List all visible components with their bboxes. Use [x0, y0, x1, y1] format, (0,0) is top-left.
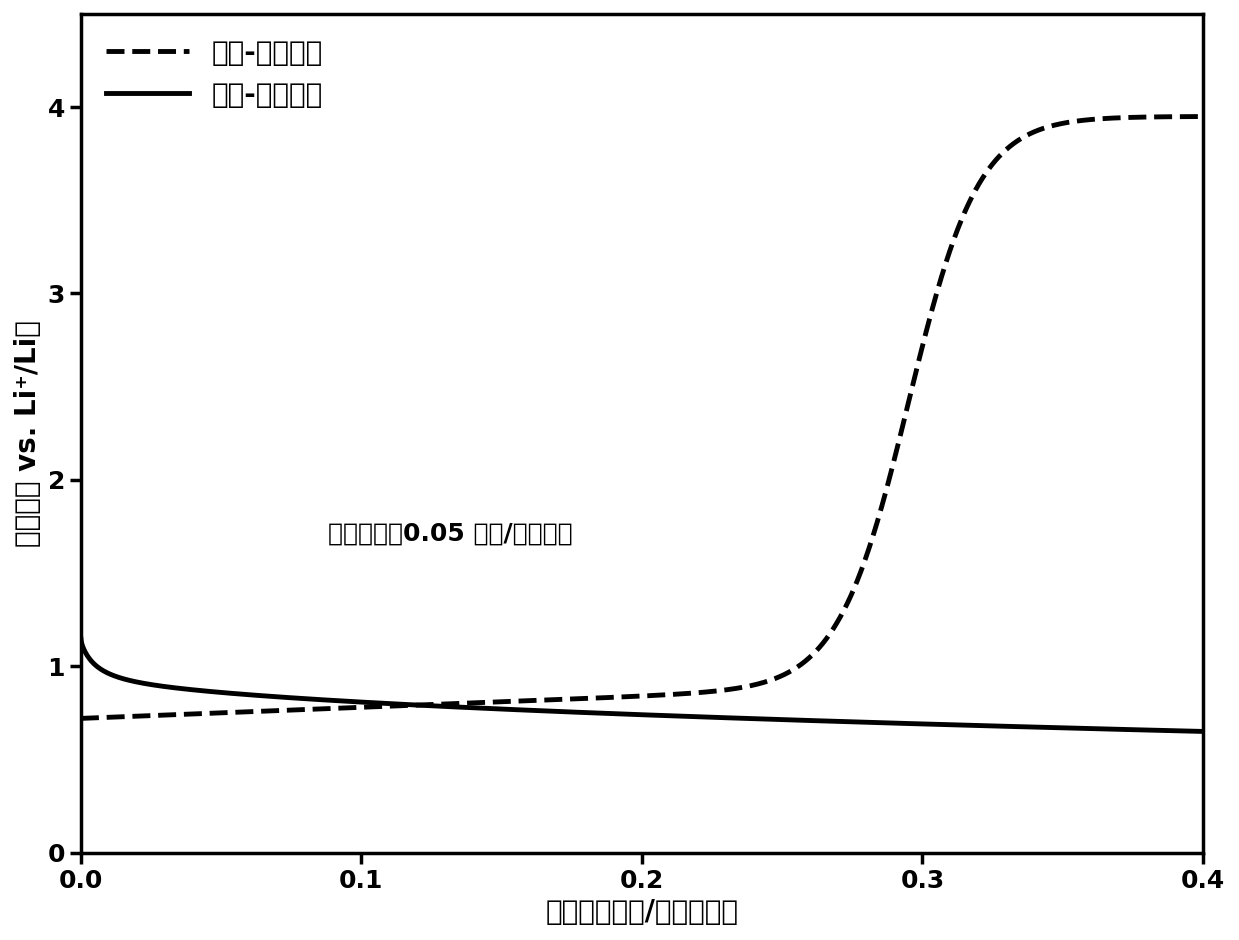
充电-氮气释放	[1162, 111, 1177, 122]
充电-氮气释放	[590, 693, 605, 704]
Line: 充电-氮气释放: 充电-氮气释放	[81, 117, 1203, 718]
放电-氮气固定	[1163, 725, 1178, 736]
放电-氮气固定	[73, 633, 88, 644]
Text: 电流密度：0.05 毫安/平方厘米: 电流密度：0.05 毫安/平方厘米	[328, 522, 572, 546]
Line: 放电-氮气固定: 放电-氮气固定	[81, 638, 1203, 731]
充电-氮气释放	[131, 711, 146, 722]
充电-氮气释放	[1163, 111, 1178, 122]
放电-氮气固定	[590, 708, 605, 719]
充电-氮气释放	[620, 691, 634, 702]
放电-氮气固定	[131, 677, 146, 688]
Legend: 充电-氮气释放, 放电-氮气固定: 充电-氮气释放, 放电-氮气固定	[95, 28, 333, 120]
X-axis label: 容量（毫安时/平方厘米）: 容量（毫安时/平方厘米）	[545, 898, 738, 926]
充电-氮气释放	[1196, 111, 1211, 122]
充电-氮气释放	[957, 207, 971, 218]
Y-axis label: 电位（伏 vs. Li⁺/Li）: 电位（伏 vs. Li⁺/Li）	[14, 320, 42, 547]
放电-氮气固定	[1162, 725, 1177, 736]
放电-氮气固定	[1196, 726, 1211, 737]
放电-氮气固定	[957, 719, 971, 730]
放电-氮气固定	[620, 709, 634, 720]
充电-氮气释放	[73, 713, 88, 724]
